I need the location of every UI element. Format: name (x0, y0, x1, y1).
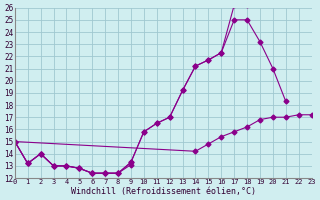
X-axis label: Windchill (Refroidissement éolien,°C): Windchill (Refroidissement éolien,°C) (71, 187, 256, 196)
